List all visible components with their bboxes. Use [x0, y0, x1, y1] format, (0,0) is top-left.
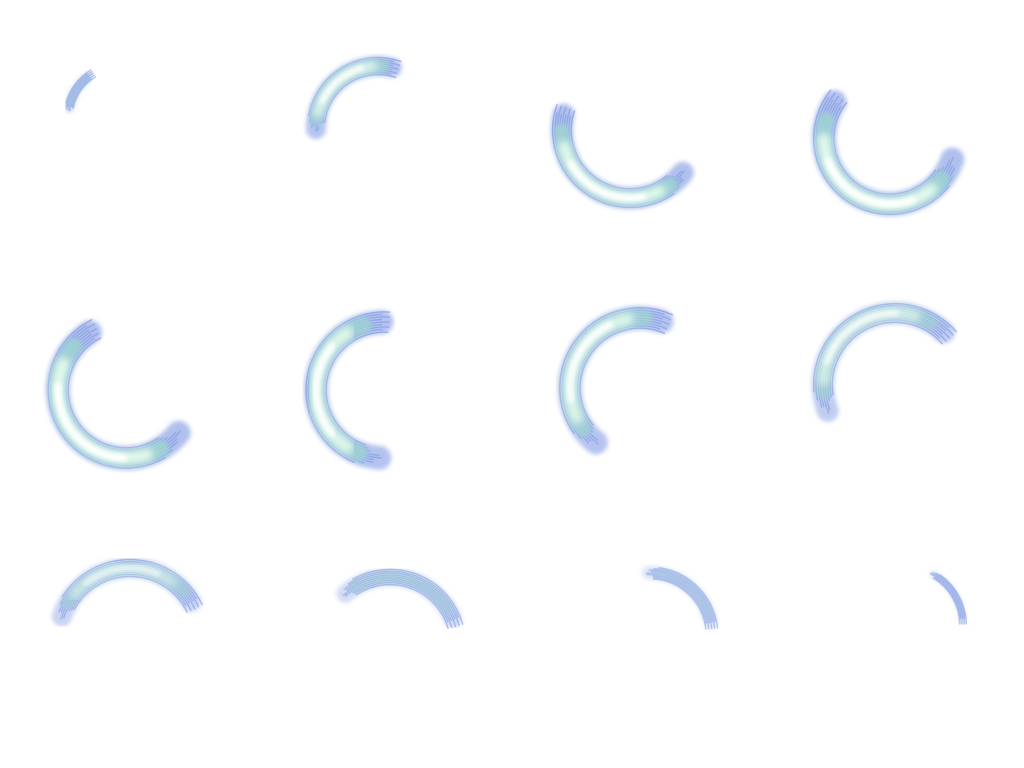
slash-frame-4	[812, 89, 965, 216]
slash-frame-1	[64, 69, 97, 114]
slash-frame-3	[550, 103, 694, 209]
arc-core	[83, 565, 161, 586]
arc-core	[54, 382, 128, 462]
slash-frame-6	[303, 310, 394, 470]
arc-core	[824, 157, 916, 208]
slash-frame-7	[557, 305, 674, 455]
slash-frame-2	[305, 56, 402, 140]
slash-frame-9	[51, 557, 203, 627]
slash-frame-12	[929, 570, 968, 625]
arc-body	[929, 570, 967, 622]
slash-frame-11	[641, 565, 719, 630]
arc-core	[566, 321, 614, 403]
arc-mid	[650, 568, 714, 621]
slash-frame-10	[336, 568, 464, 630]
arc-core	[567, 160, 646, 202]
arc-core	[319, 65, 365, 105]
slash-frame-5	[45, 319, 191, 471]
arc-mid	[348, 570, 455, 616]
arc-core	[312, 342, 336, 438]
slash-frame-8	[812, 301, 957, 422]
arc-core	[823, 309, 900, 365]
arc-mid	[65, 74, 91, 110]
